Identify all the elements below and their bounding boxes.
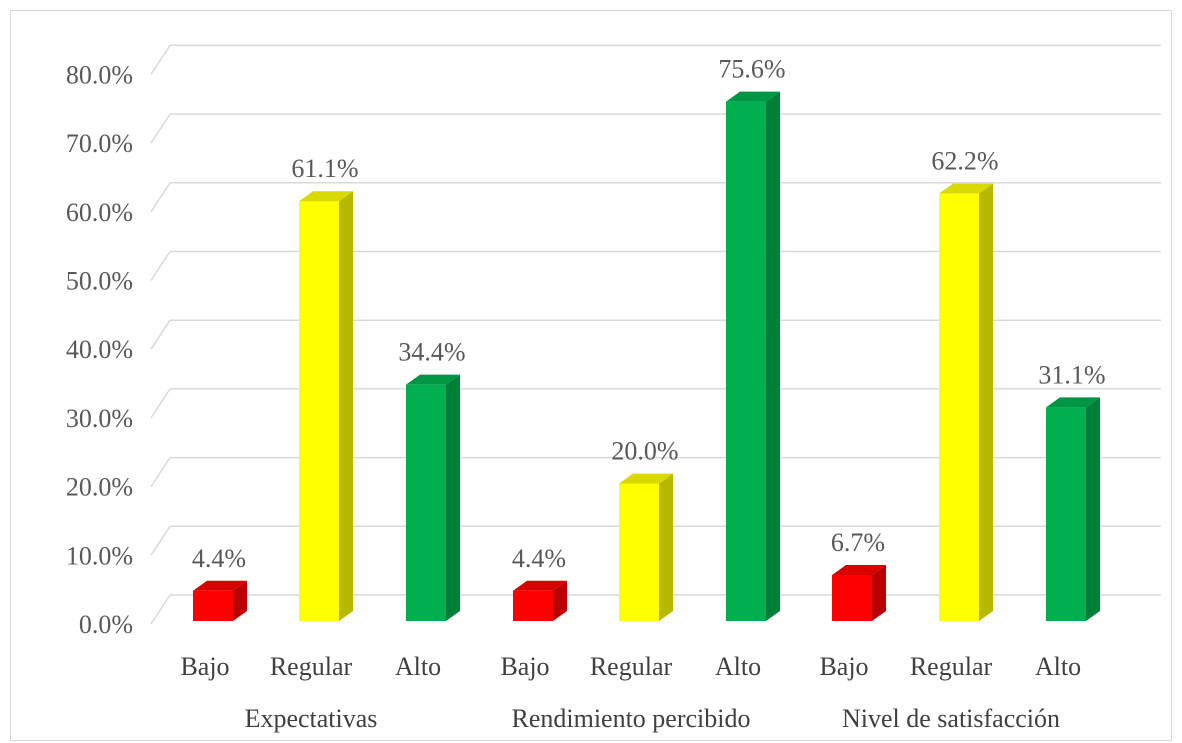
x-group-label: Nivel de satisfacción — [842, 704, 1060, 733]
data-labels-layer: 4.4% 61.1% 34.4% 4.4% 20.0% 75.6% 6.7% 62.2% 31.… — [192, 55, 1106, 573]
y-tick-label: 70.0% — [66, 129, 133, 158]
bar-front — [832, 574, 872, 621]
x-category-label: Bajo — [180, 652, 229, 681]
y-tick-label: 0.0% — [79, 610, 133, 639]
x-category-label: Alto — [715, 652, 761, 681]
gridline-depth — [150, 251, 171, 281]
x-category-label: Bajo — [819, 652, 868, 681]
data-label: 6.7% — [831, 528, 885, 557]
y-tick-label: 60.0% — [66, 198, 133, 227]
y-tick-label: 10.0% — [66, 541, 133, 570]
data-label: 4.4% — [512, 544, 566, 573]
data-label: 61.1% — [291, 154, 358, 183]
bar-side — [233, 580, 247, 621]
bar-front — [619, 483, 659, 621]
gridline-depth — [150, 319, 171, 350]
gridline-depth — [150, 182, 171, 213]
gridline-depth — [150, 457, 171, 488]
bar-bajo — [832, 564, 886, 621]
y-tick-label: 20.0% — [66, 473, 133, 502]
bar-regular — [939, 183, 993, 621]
bar-bajo — [513, 580, 567, 621]
bars-layer — [193, 91, 1100, 622]
bar-side — [339, 191, 353, 622]
bar-front — [939, 193, 979, 621]
bar-side — [979, 183, 993, 621]
data-label: 20.0% — [611, 437, 678, 466]
bar-front — [726, 101, 766, 622]
bar-side — [553, 580, 567, 621]
bar-top — [832, 564, 886, 575]
x-category-label: Regular — [270, 652, 353, 681]
bar-side — [1086, 397, 1100, 621]
bar-side — [446, 374, 460, 621]
y-tick-label: 80.0% — [66, 60, 133, 89]
gridline-depth — [150, 594, 171, 625]
bar-alto — [726, 91, 780, 622]
x-category-label: Bajo — [500, 652, 549, 681]
bar-top — [1046, 397, 1100, 408]
y-tick-label: 40.0% — [66, 335, 133, 364]
bar-front — [1046, 407, 1086, 621]
x-group-label: Rendimiento percibido — [511, 704, 750, 733]
y-tick-label: 30.0% — [66, 404, 133, 433]
x-category-label: Alto — [395, 652, 441, 681]
x-category-label: Regular — [590, 652, 673, 681]
bar-top — [939, 183, 993, 194]
x-group-label: Expectativas — [245, 704, 378, 733]
bar-front — [193, 590, 233, 621]
data-label: 34.4% — [398, 338, 465, 367]
bar-front — [513, 590, 553, 621]
x-axis-categories: Bajo Regular Alto Expectativas Bajo Regular Al… — [180, 652, 1081, 733]
x-category-label: Regular — [910, 652, 993, 681]
bar-top — [193, 580, 247, 591]
bar-front — [299, 201, 339, 622]
chart-frame: 0.0% 10.0% 20.0% 30.0% 40.0% 50.0% 60.0% 70.0% 8… — [10, 10, 1172, 741]
gridline-depth — [150, 44, 171, 75]
gridline-depth — [150, 113, 171, 144]
bar-regular — [619, 473, 673, 621]
bar-bajo — [193, 580, 247, 621]
data-label: 62.2% — [931, 147, 998, 176]
bar-alto — [406, 374, 460, 621]
bar-top — [299, 191, 353, 202]
bar-top — [726, 91, 780, 102]
gridline-depth — [150, 525, 171, 556]
bar-top — [513, 580, 567, 591]
data-label: 4.4% — [192, 544, 246, 573]
bar-side — [872, 564, 886, 621]
data-label: 75.6% — [718, 55, 785, 84]
data-label: 31.1% — [1038, 360, 1105, 389]
gridline-depth — [150, 388, 171, 419]
bar-chart: 0.0% 10.0% 20.0% 30.0% 40.0% 50.0% 60.0% 70.0% 8… — [66, 44, 1161, 733]
bar-regular — [299, 191, 353, 622]
bar-top — [406, 374, 460, 385]
y-axis-ticks: 0.0% 10.0% 20.0% 30.0% 40.0% 50.0% 60.0% 70.0% 8… — [66, 60, 133, 639]
x-category-label: Alto — [1035, 652, 1081, 681]
bar-side — [659, 473, 673, 621]
bar-front — [406, 384, 446, 621]
bar-side — [766, 91, 780, 622]
y-tick-label: 50.0% — [66, 267, 133, 296]
bar-top — [619, 473, 673, 484]
bar-alto — [1046, 397, 1100, 621]
